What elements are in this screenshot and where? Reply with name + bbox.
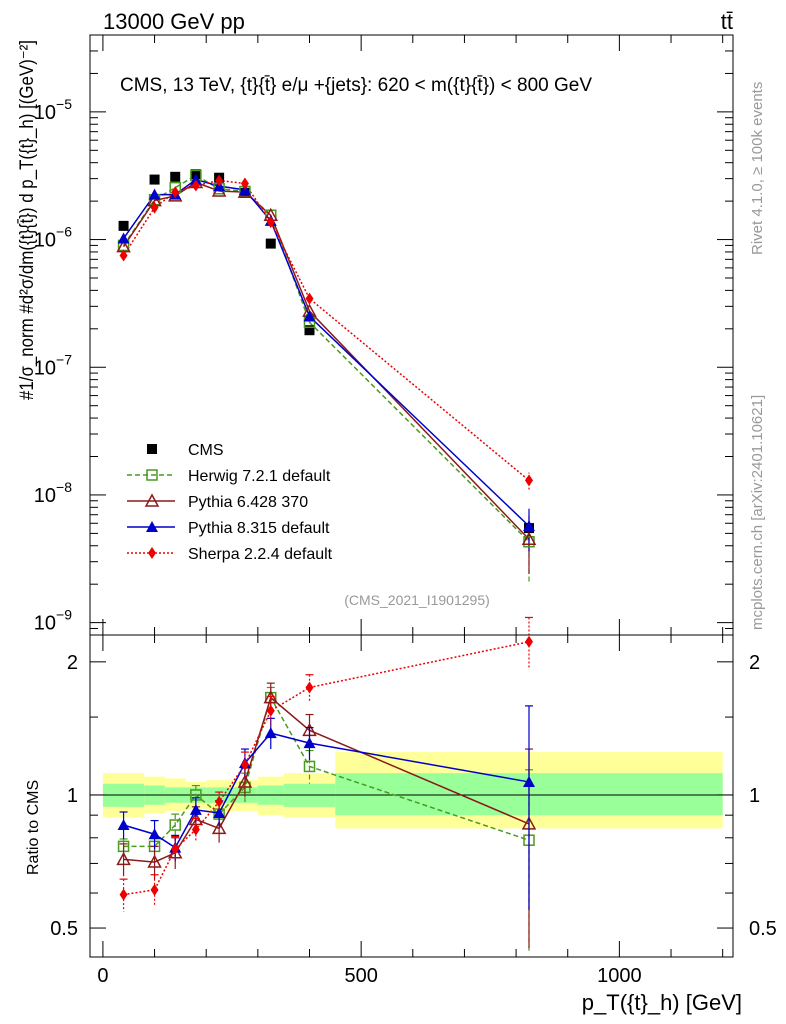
ratio-y-tick-label-right: 2 <box>749 652 760 674</box>
ratio-point-pythia-6-428-370 <box>211 820 227 835</box>
data-point-cms <box>149 174 160 185</box>
data-point-sherpa-2-2-4-default <box>240 177 249 190</box>
legend-label-sherpa-2-2-4-default: Sherpa 2.2.4 default <box>188 546 333 563</box>
ratio-point-pythia-6-428-370 <box>263 690 279 704</box>
process-label: tt̄ <box>721 9 733 34</box>
legend: CMS Herwig 7.2.1 default Pythia 6.428 370 P… <box>127 442 333 563</box>
ratio-point-pythia-8-315-default <box>303 737 316 749</box>
data-point-cms <box>170 171 181 182</box>
data-point-pythia-8-315-default <box>117 232 130 244</box>
analysis-watermark: (CMS_2021_I1901295) <box>344 592 490 608</box>
energy-label: 13000 GeV pp <box>103 9 245 34</box>
ratio-point-sherpa-2-2-4-default <box>171 842 180 855</box>
y-tick-label: 10−8 <box>34 479 72 507</box>
ratio-point-pythia-8-315-default <box>522 775 535 787</box>
data-point-pythia-8-315-default <box>189 173 202 185</box>
ratio-point-pythia-8-315-default <box>148 828 161 840</box>
main-title: CMS, 13 TeV, {t}{t̄} e/μ +{jets}: 620 < … <box>120 75 592 96</box>
ratio-point-sherpa-2-2-4-default <box>305 681 314 694</box>
y-tick-label-exp: −9 <box>56 607 72 623</box>
ratio-point-pythia-6-428-370 <box>116 851 131 866</box>
data-point-cms <box>304 325 315 336</box>
ratio-y-tick-label: 1 <box>67 785 78 807</box>
ratio-point-pythia-8-315-default <box>264 727 277 739</box>
x-axis-label: p_T({t}_h) [GeV] <box>582 990 742 1015</box>
y-tick-label-base: 10 <box>34 357 56 379</box>
ratio-point-pythia-6-428-370 <box>237 774 253 788</box>
y-tick-label: 10−6 <box>34 224 72 252</box>
y-tick-label-exp: −5 <box>56 96 72 112</box>
legend-marker-cms <box>147 444 157 454</box>
x-tick-label: 0 <box>97 965 108 987</box>
ratio-point-sherpa-2-2-4-default <box>119 888 128 901</box>
ratio-point-pythia-8-315-default <box>213 807 226 819</box>
ratio-point-sherpa-2-2-4-default <box>524 635 533 648</box>
rivet-version-label: Rivet 4.1.0, ≥ 100k events <box>749 82 766 255</box>
ratio-point-sherpa-2-2-4-default <box>240 758 249 771</box>
ratio-point-sherpa-2-2-4-default <box>266 704 275 717</box>
y-tick-label-base: 10 <box>34 230 56 252</box>
series-line-pythia-6-428-370 <box>122 181 530 540</box>
legend-label-cms: CMS <box>188 442 224 459</box>
ratio-panel-frame <box>89 634 734 958</box>
legend-label-pythia-8-315-default: Pythia 8.315 default <box>188 520 330 537</box>
y-tick-label: 10−5 <box>34 96 72 124</box>
ratio-y-tick-label-right: 1 <box>749 785 760 807</box>
y-tick-label-base: 10 <box>34 485 56 507</box>
legend-label-herwig-7-2-1-default: Herwig 7.2.1 default <box>188 468 331 485</box>
series-line-sherpa-2-2-4-default <box>122 179 530 481</box>
legend-marker-herwig-7-2-1-default <box>146 469 158 481</box>
ratio-point-pythia-6-428-370 <box>147 854 162 868</box>
data-point-sherpa-2-2-4-default <box>266 216 275 229</box>
data-point-sherpa-2-2-4-default <box>171 186 180 199</box>
ratio-panel: 0.5 0.5 1 1 2 2 0 500 1000 Ratio to CMS p_T({t}… <box>25 616 777 1015</box>
ratio-point-pythia-8-315-default <box>189 803 202 815</box>
ratio-point-sherpa-2-2-4-default <box>191 823 200 836</box>
y-tick-label: 10−7 <box>34 351 72 379</box>
ratio-point-pythia-8-315-default <box>117 819 130 831</box>
ratio-point-sherpa-2-2-4-default <box>215 795 224 808</box>
ratio-y-tick-label-right: 0.5 <box>749 918 777 940</box>
data-point-pythia-6-428-370 <box>521 531 537 545</box>
y-tick-label-base: 10 <box>34 102 56 124</box>
main-y-axis-label: #1/σ_norm #d²σ/dm({t}{t̄}) d p_T({t}_h) … <box>17 40 38 400</box>
mcplots-label: mcplots.cern.ch [arXiv:2401.10621] <box>749 395 766 630</box>
data-point-pythia-8-315-default <box>303 310 316 322</box>
x-tick-label: 1000 <box>597 965 642 987</box>
y-tick-label-exp: −7 <box>56 351 72 367</box>
y-tick-label: 10−9 <box>34 607 72 635</box>
legend-marker-pythia-8-315-default <box>146 521 158 532</box>
main-panel-frame <box>89 34 734 636</box>
data-point-sherpa-2-2-4-default <box>305 292 314 305</box>
x-tick-label: 500 <box>344 965 377 987</box>
data-point-sherpa-2-2-4-default <box>150 201 159 214</box>
data-point-cms <box>118 220 129 231</box>
legend-marker-sherpa-2-2-4-default <box>148 547 156 559</box>
legend-label-pythia-6-428-370: Pythia 6.428 370 <box>188 494 308 511</box>
y-tick-label-exp: −8 <box>56 479 72 495</box>
ratio-point-sherpa-2-2-4-default <box>150 883 159 896</box>
series-line-herwig-7-2-1-default <box>122 174 530 543</box>
data-point-pythia-8-315-default <box>148 188 161 200</box>
data-point-sherpa-2-2-4-default <box>119 249 128 262</box>
y-tick-label-exp: −6 <box>56 224 72 240</box>
ratio-y-tick-label: 0.5 <box>50 918 78 940</box>
ratio-y-axis-label: Ratio to CMS <box>25 780 42 875</box>
data-point-sherpa-2-2-4-default <box>215 174 224 187</box>
data-point-cms <box>265 238 276 249</box>
ratio-point-herwig-7-2-1-default <box>303 760 316 773</box>
data-point-sherpa-2-2-4-default <box>191 179 200 192</box>
data-point-sherpa-2-2-4-default <box>524 474 533 487</box>
main-panel: 10−910−810−710−610−5 CMS, 13 TeV, {t}{t̄… <box>17 34 734 636</box>
legend-marker-pythia-6-428-370 <box>144 493 160 507</box>
data-point-pythia-8-315-default <box>522 520 535 532</box>
ratio-y-tick-label: 2 <box>67 652 78 674</box>
ratio-point-herwig-7-2-1-default <box>169 819 181 831</box>
y-tick-label-base: 10 <box>34 613 56 635</box>
